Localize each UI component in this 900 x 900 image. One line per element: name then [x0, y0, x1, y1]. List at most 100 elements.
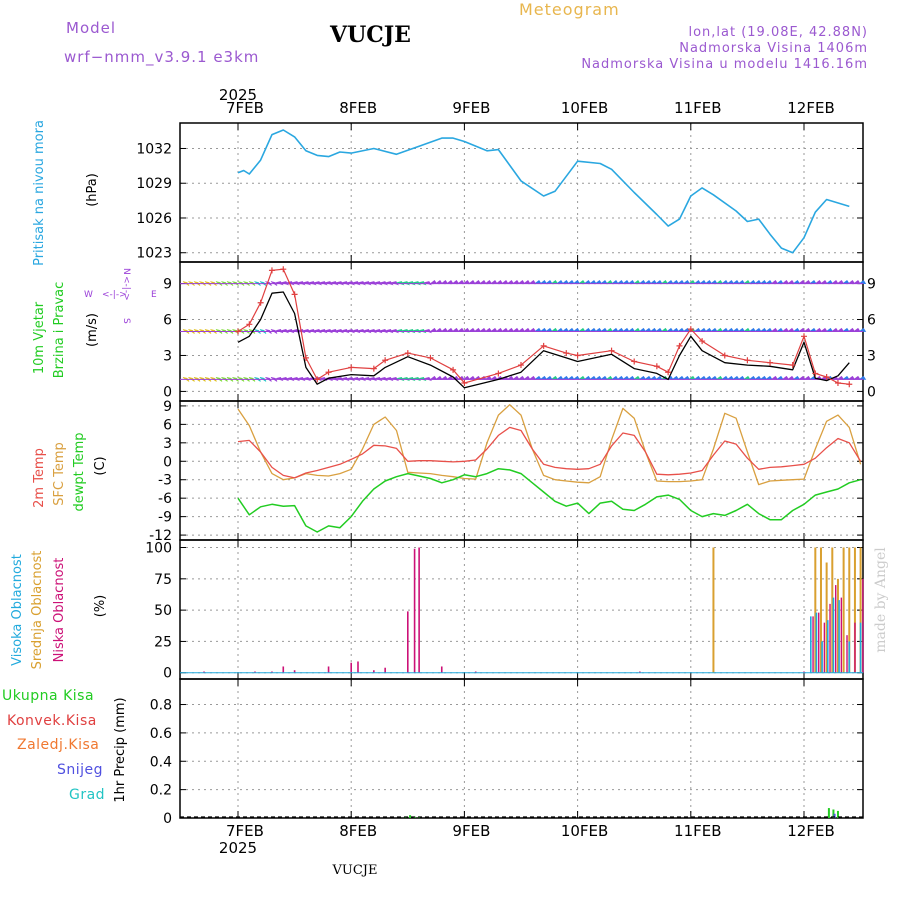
gust-marker — [495, 370, 502, 377]
precip-unit: 1hr Precip (mm) — [113, 697, 128, 802]
gust-marker — [801, 333, 807, 340]
wind-barb — [374, 376, 383, 382]
y-tick-label: 1026 — [136, 211, 172, 227]
wind-barb — [275, 376, 284, 382]
gust-marker — [404, 350, 411, 357]
gust-marker — [382, 357, 389, 364]
total-rain-label: Ukupna Kisa — [2, 688, 94, 704]
wind-barb — [412, 376, 421, 382]
y-tick-label: -3 — [158, 473, 172, 489]
bottom-station-label: VUCJE — [332, 863, 378, 878]
compass-ns: <-|-> — [121, 276, 131, 301]
y-tick-label-right: 6 — [867, 313, 876, 329]
gust-marker — [789, 362, 796, 369]
y-tick-label-right: 3 — [867, 348, 876, 364]
y-tick-label: 9 — [163, 399, 172, 415]
wind-barb — [280, 376, 289, 382]
y-tick-label: 75 — [154, 572, 172, 588]
gust-marker — [291, 291, 298, 298]
wind-barb — [401, 376, 410, 382]
wind-barb — [385, 376, 394, 382]
panel-frame — [179, 678, 864, 819]
hail-label: Grad — [69, 787, 105, 803]
gust-marker — [574, 352, 581, 359]
pressure-unit: (hPa) — [85, 173, 100, 207]
gust-marker — [834, 380, 841, 387]
y-tick-label: 0 — [163, 811, 172, 827]
y-tick-label-right: 9 — [867, 277, 876, 293]
wind-barb — [341, 376, 350, 382]
station-title: VUCJE — [330, 22, 411, 48]
conv-rain-label: Konvek.Kisa — [7, 713, 97, 729]
wind-barb — [390, 376, 399, 382]
wind-label-2: Brzina i Pravac — [52, 282, 67, 379]
y-tick-label: -9 — [158, 510, 172, 526]
y-tick-label: 6 — [163, 313, 172, 329]
gust-marker — [325, 369, 332, 376]
gust-marker — [427, 354, 434, 361]
gust-marker — [744, 357, 751, 364]
y-tick-label: 9 — [163, 277, 172, 293]
gust-marker — [268, 267, 275, 274]
day-label-bottom: 10FEB — [561, 822, 608, 840]
day-label-bottom: 7FEB — [226, 822, 264, 840]
lonlat-text: lon,lat (19.08E, 42.88N) — [688, 25, 868, 40]
sfc-label: SFC Temp — [52, 442, 67, 506]
model-label: Model — [66, 19, 117, 37]
panel-0: 1023 1026 1029 1032 — [136, 122, 864, 263]
y-tick-label: 1023 — [136, 246, 172, 262]
gust-marker — [823, 374, 830, 381]
gust-marker — [370, 365, 377, 372]
sfc-temp-line — [237, 404, 862, 486]
panel-2: -12 -9 -6 -3 0 3 6 9 — [149, 399, 864, 544]
gust-marker — [257, 299, 264, 306]
wind-barb — [368, 376, 377, 382]
day-label-top: 11FEB — [674, 99, 721, 117]
temp-unit: (C) — [93, 456, 108, 475]
day-label-top: 10FEB — [561, 99, 608, 117]
compass-we: <-|-> — [102, 290, 127, 300]
wind-barb — [302, 376, 311, 382]
gust-marker — [563, 350, 570, 357]
wind-barb — [363, 376, 372, 382]
wind-barb — [286, 376, 295, 382]
day-label-top: 7FEB — [226, 99, 264, 117]
gust-marker — [767, 359, 774, 366]
gust-marker — [676, 342, 683, 349]
wind-barb — [352, 376, 361, 382]
gust-marker — [665, 369, 672, 376]
panel-4: 0 0.2 0.4 0.6 0.8 — [150, 678, 864, 827]
y-tick-label: 0 — [163, 384, 172, 400]
gust-marker — [631, 358, 638, 365]
year-bottom: 2025 — [219, 839, 257, 857]
wind-barb — [335, 376, 344, 382]
altitude-text: Nadmorska Visina 1406m — [679, 41, 868, 56]
dewpt-label: dewpt Temp — [72, 432, 87, 511]
cloud-unit: (%) — [93, 595, 108, 618]
gust-marker — [721, 352, 728, 359]
y-tick-label-right: 0 — [867, 384, 876, 400]
wind-barb — [379, 376, 388, 382]
t2m-label: 2m Temp — [32, 448, 47, 508]
y-tick-label: 0.6 — [150, 726, 172, 742]
day-label-bottom: 12FEB — [787, 822, 834, 840]
gust-marker — [812, 370, 819, 377]
y-tick-label: 0 — [163, 666, 172, 682]
panel-3: 0 25 50 75 100 — [145, 539, 864, 682]
day-label-top: 9FEB — [452, 99, 490, 117]
y-tick-label: 3 — [163, 348, 172, 364]
y-tick-label: 1029 — [136, 176, 172, 192]
dewpt-line — [237, 467, 861, 533]
gust-marker — [450, 366, 457, 373]
gust-marker — [235, 328, 241, 335]
watermark: made by Angel — [873, 547, 889, 653]
gust-marker — [280, 266, 287, 273]
gust-marker — [348, 364, 355, 371]
day-label-bottom: 9FEB — [452, 822, 490, 840]
high-cloud-label: Visoka Oblacnost — [10, 554, 25, 666]
wind-compass: W <-|-> E N <-|-> S — [84, 268, 157, 324]
gust-marker — [246, 321, 253, 328]
y-tick-label: -12 — [149, 528, 172, 544]
model-version: wrf−nmm_v3.9.1 e3km — [64, 48, 260, 66]
